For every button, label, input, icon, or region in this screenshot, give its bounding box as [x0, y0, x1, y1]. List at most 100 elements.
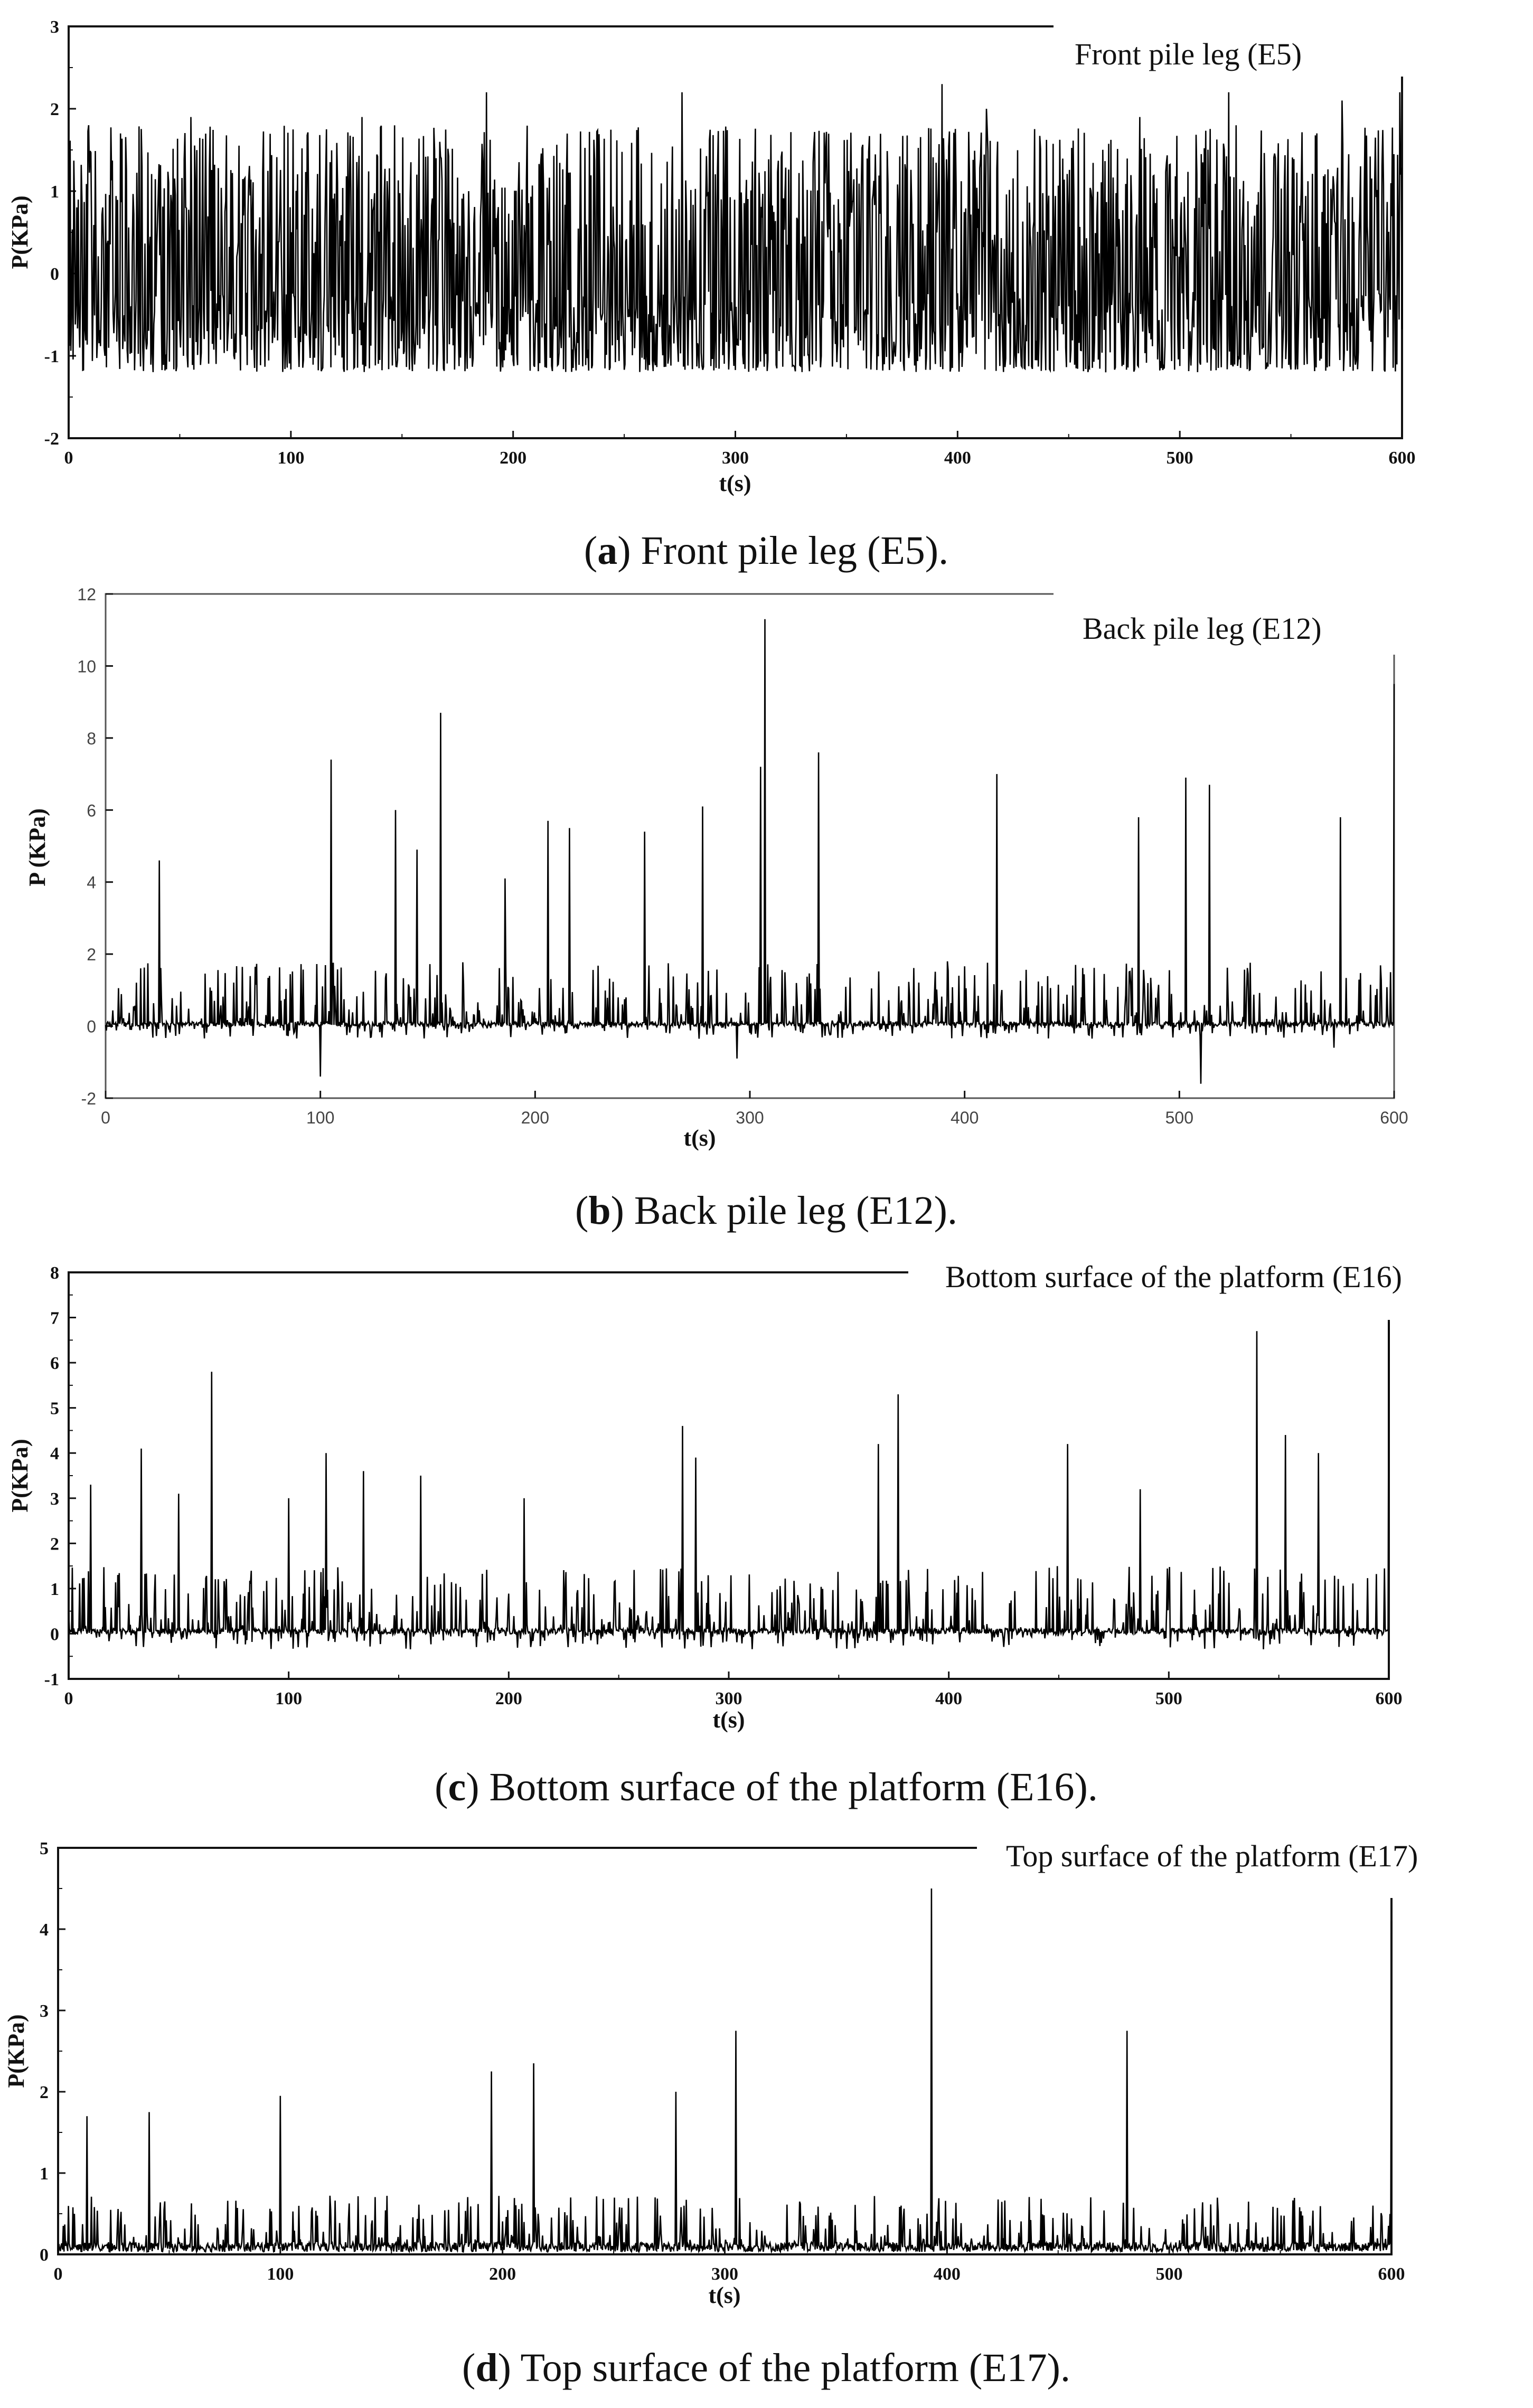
x-tick-label: 300	[716, 1689, 742, 1708]
panel-d: Top surface of the platform (E17) 0 1 2 3 4 5…	[3, 1835, 1531, 2390]
xlabel-d: t(s)	[708, 2282, 740, 2308]
x-tick-label: 600	[1376, 1689, 1403, 1708]
caption-a: (a) Front pile leg (E5).	[584, 528, 948, 573]
y-tick-label: 0	[87, 1017, 96, 1036]
x-tick-label: 600	[1380, 1108, 1408, 1127]
y-tick-label: -1	[44, 347, 59, 366]
y-tick-label: 2	[50, 1534, 59, 1554]
x-ticks-a: 0 100 200 300 400 500 600	[64, 431, 1416, 468]
series-line-e5	[68, 84, 1403, 373]
x-tick-label: 0	[101, 1108, 110, 1127]
y-tick-label: 4	[87, 873, 96, 892]
y-ticks-c: -1 0 1 2 3 4 5 6 7 8	[44, 1263, 76, 1689]
y-tick-label: 2	[87, 945, 96, 964]
y-tick-label: 6	[50, 1354, 59, 1373]
plot-d-frame	[57, 1847, 1393, 2255]
y-tick-label: 8	[50, 1263, 59, 1283]
y-tick-label: 3	[40, 2001, 49, 2021]
x-tick-label: 0	[54, 2264, 63, 2284]
x-ticks-d: 0 100 200 300 400 500 600	[54, 2247, 1405, 2284]
x-tick-label: 300	[711, 2264, 738, 2284]
caption-b: (b) Back pile leg (E12).	[575, 1188, 957, 1233]
x-tick-label: 0	[64, 1689, 73, 1708]
y-tick-label: 2	[40, 2083, 49, 2102]
x-tick-label: 600	[1389, 448, 1416, 468]
series-d	[57, 1888, 1393, 2254]
y-tick-label: -2	[81, 1089, 96, 1108]
y-tick-label: 0	[50, 1625, 59, 1644]
legend-b-mask	[1054, 586, 1402, 655]
legend-c-mask	[908, 1257, 1436, 1320]
y-tick-label: 12	[77, 585, 96, 604]
legend-d-mask	[977, 1835, 1531, 1898]
legend-a-mask	[1054, 13, 1413, 77]
x-tick-label: 400	[934, 2264, 961, 2284]
x-tick-label: 200	[521, 1108, 549, 1127]
y-tick-label: 5	[40, 1839, 49, 1858]
y-tick-label: 8	[87, 729, 96, 748]
caption-c: (c) Bottom surface of the platform (E16)…	[435, 1765, 1098, 1809]
x-tick-label: 200	[495, 1689, 522, 1708]
panel-b: Back pile leg (E12) -2 0 2 4 6 8 10 12 0 100 200 3…	[24, 585, 1408, 1233]
legend-b: Back pile leg (E12)	[1083, 611, 1322, 646]
x-tick-label: 100	[267, 2264, 294, 2284]
x-ticks-b: 0 100 200 300 400 500 600	[101, 1091, 1408, 1127]
x-tick-label: 400	[944, 448, 971, 468]
x-tick-label: 500	[1156, 2264, 1183, 2284]
xlabel-c: t(s)	[712, 1707, 745, 1733]
series-c	[68, 1322, 1390, 1650]
xlabel-b: t(s)	[683, 1125, 716, 1151]
series-line-e12	[105, 619, 1395, 1084]
x-tick-label: 500	[1155, 1689, 1182, 1708]
ylabel-b: P (KPa)	[24, 808, 50, 886]
y-tick-label: 0	[50, 265, 59, 284]
x-tick-label: 0	[64, 448, 73, 468]
y-tick-label: 3	[50, 17, 59, 37]
series-line-e16	[68, 1322, 1390, 1650]
panel-c: Bottom surface of the platform (E16) -1 0…	[7, 1257, 1436, 1809]
y-tick-label: 10	[77, 657, 96, 676]
y-ticks-d: 0 1 2 3 4 5	[40, 1839, 65, 2265]
panel-a: Front pile leg (E5) -2 -1 0 1 2 3 0 100 200 300 4…	[7, 13, 1416, 573]
legend-c: Bottom surface of the platform (E16)	[945, 1260, 1402, 1294]
legend-a: Front pile leg (E5)	[1075, 37, 1302, 71]
y-tick-label: 7	[50, 1309, 59, 1328]
y-tick-label: 4	[50, 1444, 59, 1463]
ylabel-c: P(KPa)	[7, 1439, 33, 1512]
x-tick-label: 600	[1378, 2264, 1405, 2284]
series-a	[68, 84, 1403, 373]
y-tick-label: 5	[50, 1399, 59, 1419]
series-b	[105, 619, 1395, 1084]
x-tick-label: 500	[1165, 1108, 1193, 1127]
legend-d: Top surface of the platform (E17)	[1006, 1839, 1418, 1873]
xlabel-a: t(s)	[719, 470, 751, 496]
x-tick-label: 400	[935, 1689, 962, 1708]
y-tick-label: -1	[44, 1670, 59, 1689]
x-tick-label: 100	[277, 448, 304, 468]
y-ticks-a: -2 -1 0 1 2 3	[44, 17, 76, 449]
x-tick-label: 100	[275, 1689, 302, 1708]
y-ticks-b: -2 0 2 4 6 8 10 12	[77, 585, 113, 1108]
y-tick-label: 6	[87, 801, 96, 820]
y-tick-label: 4	[40, 1920, 49, 1940]
y-tick-label: 2	[50, 100, 59, 119]
x-tick-label: 300	[722, 448, 749, 468]
x-tick-label: 100	[306, 1108, 334, 1127]
x-tick-label: 300	[736, 1108, 764, 1127]
series-line-e17	[57, 1888, 1393, 2254]
ylabel-d: P(KPa)	[3, 2014, 29, 2088]
x-ticks-c: 0 100 200 300 400 500 600	[64, 1672, 1403, 1708]
y-tick-label: 1	[50, 182, 59, 202]
x-tick-label: 200	[500, 448, 526, 468]
x-tick-label: 500	[1167, 448, 1193, 468]
y-tick-label: 0	[40, 2245, 49, 2265]
ylabel-a: P(KPa)	[7, 195, 33, 269]
x-tick-label: 200	[489, 2264, 516, 2284]
caption-d: (d) Top surface of the platform (E17).	[462, 2346, 1070, 2390]
y-tick-label: 3	[50, 1489, 59, 1509]
y-tick-label: 1	[40, 2164, 49, 2184]
y-tick-label: -2	[44, 429, 59, 449]
x-tick-label: 400	[951, 1108, 979, 1127]
y-tick-label: 1	[50, 1580, 59, 1599]
